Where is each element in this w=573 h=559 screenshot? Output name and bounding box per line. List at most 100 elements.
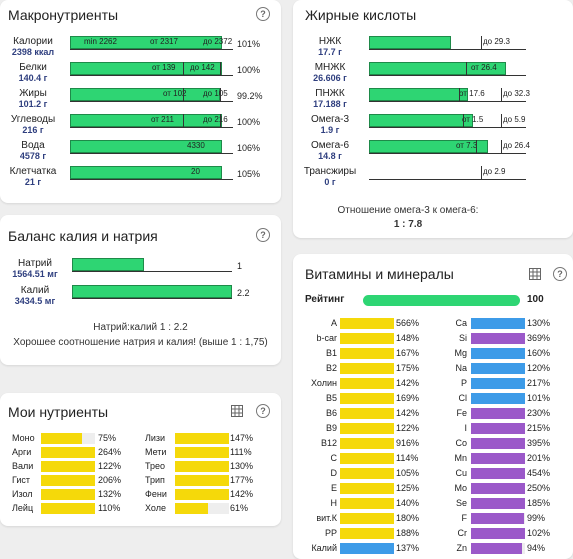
macro-marker: min 2262 [84, 37, 117, 46]
nutrient-bar [175, 503, 229, 514]
fatty-value: 0 г [324, 177, 336, 187]
vitamin-name: C [330, 453, 338, 463]
vitamin-bar [471, 468, 525, 479]
macro-marker: до 105 [203, 89, 228, 98]
vitamin-name: вит.К [316, 513, 337, 523]
macro-bar-baseline [70, 153, 233, 154]
vitamin-bar [471, 408, 525, 419]
vitamin-bar-fill [471, 483, 525, 494]
nutrient-percent: 132% [98, 489, 122, 499]
macro-name: Калории [13, 36, 53, 47]
fatty-value: 26.606 г [313, 73, 347, 83]
nutrient-name: Моно [12, 433, 35, 443]
help-circle-icon[interactable]: ? [256, 7, 270, 21]
vitamin-percent: 142% [396, 408, 420, 418]
balance-value: 1564.51 мг [12, 269, 58, 279]
nutrient-name: Вали [12, 461, 34, 471]
vitamin-bar-fill [340, 318, 394, 329]
vitamin-name: Na [455, 363, 467, 373]
fatty-marker: до 29.3 [483, 37, 510, 46]
vitamin-name: B12 [320, 438, 337, 448]
vitamin-bar [340, 438, 394, 449]
nutrient-bar [41, 489, 95, 500]
macro-value: 4578 г [19, 151, 47, 161]
balance-bar [72, 258, 144, 271]
vitamin-bar-fill [471, 468, 525, 479]
vitamin-bar [340, 378, 394, 389]
vitamin-percent: 140% [396, 498, 420, 508]
vitamin-percent: 137% [396, 543, 420, 553]
nutrient-bar-fill [41, 447, 95, 458]
balance-bar [72, 285, 232, 298]
vitamin-bar [340, 318, 394, 329]
table-grid-icon[interactable] [529, 268, 541, 280]
vitamin-percent: 160% [527, 348, 551, 358]
macro-marker: до 216 [203, 115, 228, 124]
balance-bar-baseline [72, 271, 232, 272]
vitamin-percent: 94% [527, 543, 546, 553]
nutrient-bar-fill [41, 461, 95, 472]
vitamin-percent: 122% [396, 423, 420, 433]
macro-marker: от 2317 [150, 37, 178, 46]
vitamin-bar-fill [471, 423, 525, 434]
vitamin-name: H [330, 498, 338, 508]
fatty-bar [369, 88, 468, 101]
vitamin-bar-fill [471, 438, 525, 449]
nutrient-bar-fill [41, 503, 95, 514]
vitamin-name: B1 [325, 348, 337, 358]
vitamin-name: E [330, 483, 337, 493]
nutrient-bar-fill [175, 461, 229, 472]
vitamin-bar [340, 333, 394, 344]
macro-label: Жиры 101.2 г [2, 89, 64, 110]
vitamin-percent: 167% [396, 348, 420, 358]
vitamin-bar-fill [471, 543, 522, 554]
nutrient-bar-fill [41, 475, 95, 486]
vitamin-percent: 130% [527, 318, 551, 328]
fatty-acids-title: Жирные кислоты [305, 7, 417, 23]
vitamin-percent: 114% [396, 453, 419, 463]
nutrient-bar [175, 433, 229, 444]
vitamin-bar [340, 423, 394, 434]
fatty-bar-baseline [369, 153, 526, 154]
vitamin-bar-fill [471, 408, 525, 419]
fatty-label: Трансжиры 0 г [297, 167, 363, 188]
sodium-potassium-ratio: Натрий:калий 1 : 2.2 [93, 322, 188, 333]
nutrient-bar-fill [41, 433, 82, 444]
nutrient-percent: 147% [230, 433, 254, 443]
range-tick [183, 62, 184, 76]
macro-bar-baseline [70, 49, 233, 50]
range-tick [481, 166, 482, 180]
nutrient-name: Лейц [12, 503, 34, 513]
help-circle-icon[interactable]: ? [256, 404, 270, 418]
vitamin-bar-fill [340, 408, 394, 419]
vitamin-percent: 180% [396, 513, 420, 523]
nutrient-percent: 122% [98, 461, 122, 471]
fatty-value: 1.9 г [320, 125, 340, 135]
macro-marker: 4330 [187, 141, 205, 150]
vitamin-percent: 215% [527, 423, 551, 433]
nutrient-bar-fill [175, 447, 229, 458]
help-circle-icon[interactable]: ? [553, 267, 567, 281]
vitamin-percent: 916% [396, 438, 420, 448]
vitamin-bar-fill [340, 393, 394, 404]
table-grid-icon[interactable] [231, 405, 243, 417]
vitamin-bar [340, 363, 394, 374]
my-nutrients-card: Мои нутриенты ? Моно 75% Арги 264% Вали 122% Г… [0, 393, 281, 526]
macro-marker: до 142 [190, 63, 215, 72]
range-tick [501, 88, 502, 102]
vitamin-name: Mg [454, 348, 467, 358]
vitamin-percent: 185% [527, 498, 551, 508]
range-tick [501, 140, 502, 154]
vitamin-percent: 188% [396, 528, 420, 538]
macro-percent: 105% [237, 169, 261, 179]
vitamin-name: Se [455, 498, 467, 508]
vitamin-name: Cu [455, 468, 467, 478]
help-circle-icon[interactable]: ? [256, 228, 270, 242]
vitamin-percent: 169% [396, 393, 420, 403]
nutrient-bar [41, 433, 95, 444]
vitamin-bar [340, 483, 394, 494]
nutrient-name: Холе [145, 503, 166, 513]
range-tick [459, 88, 460, 102]
fatty-marker: до 32.3 [503, 89, 530, 98]
nutrient-percent: 264% [98, 447, 122, 457]
